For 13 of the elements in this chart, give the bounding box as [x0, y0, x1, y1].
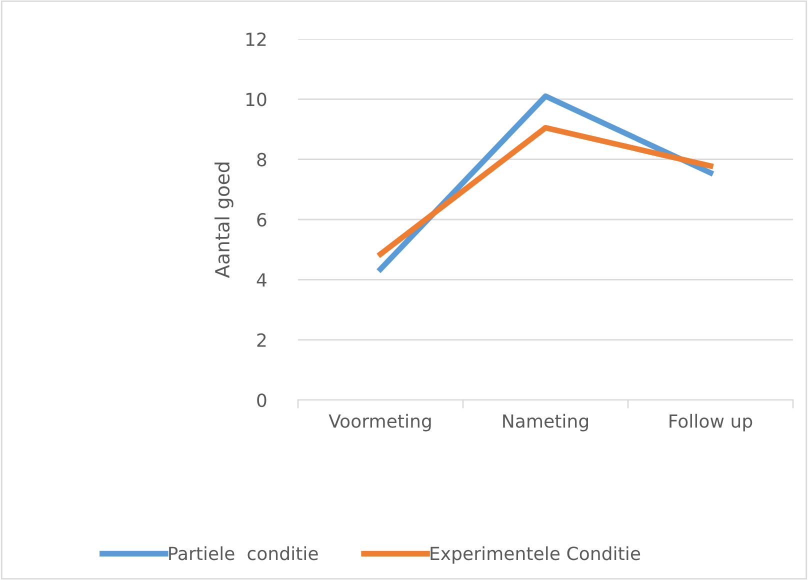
- x-tick-label: Follow up: [670, 414, 752, 432]
- x-tick-label: Nameting: [503, 414, 588, 432]
- legend-label: Experimentele Conditie: [430, 546, 640, 564]
- legend-label: Partiele conditie: [169, 546, 318, 560]
- y-tick-label: 10: [246, 92, 266, 106]
- y-tick-label: 8: [257, 152, 266, 166]
- y-tick-label: 4: [256, 273, 266, 287]
- y-tick-label: 12: [246, 32, 266, 46]
- y-tick-label: 6: [257, 212, 266, 227]
- y-tick-label: 2: [257, 333, 266, 347]
- x-tick-label: Voormeting: [328, 414, 431, 432]
- y-tick-label: 0: [257, 393, 266, 408]
- y-axis-title: Aantal goed: [214, 162, 234, 278]
